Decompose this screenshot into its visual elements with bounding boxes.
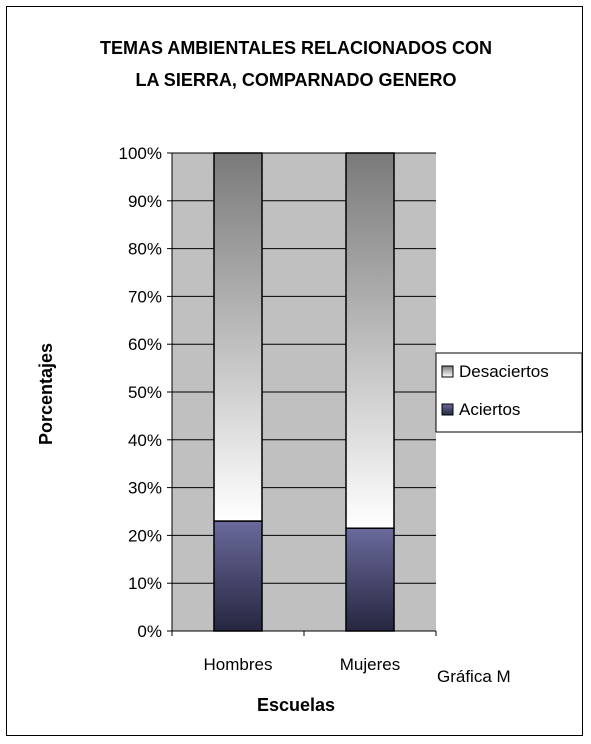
bar-desaciertos-mujeres xyxy=(345,152,395,529)
x-axis-ticks: Hombres Mujeres xyxy=(171,631,437,674)
y-tick-label: 90% xyxy=(128,192,162,211)
y-tick-label: 50% xyxy=(128,383,162,402)
x-tick-label: Hombres xyxy=(204,655,273,674)
y-tick-label: 30% xyxy=(128,479,162,498)
bar-aciertos-hombres xyxy=(213,520,263,632)
chart-title-line-1: TEMAS AMBIENTALES RELACIONADOS CON xyxy=(100,38,492,58)
legend-swatch-desaciertos xyxy=(441,365,454,378)
legend-box xyxy=(435,352,583,433)
legend-label-desaciertos: Desaciertos xyxy=(459,362,549,381)
legend: Desaciertos Aciertos xyxy=(435,352,583,433)
x-axis-title: Escuelas xyxy=(257,695,335,715)
bars xyxy=(213,152,395,632)
bar-aciertos-mujeres xyxy=(345,527,395,632)
y-tick-label: 10% xyxy=(128,574,162,593)
y-tick-label: 100% xyxy=(119,144,162,163)
y-tick-label: 60% xyxy=(128,335,162,354)
y-tick-label: 40% xyxy=(128,431,162,450)
chart-title-line-2: LA SIERRA, COMPARNADO GENERO xyxy=(135,70,456,90)
legend-swatch-aciertos xyxy=(441,403,454,416)
y-tick-label: 0% xyxy=(137,622,162,641)
y-tick-label: 20% xyxy=(128,526,162,545)
x-tick-label: Mujeres xyxy=(340,655,400,674)
y-tick-label: 80% xyxy=(128,240,162,259)
chart-note: Gráfica M xyxy=(437,667,511,686)
y-axis-ticks: 0% 10% 20% 30% 40% 50% 60% 70% 80% 90% 100% xyxy=(119,144,172,641)
y-axis-title: Porcentajes xyxy=(36,343,56,445)
bar-desaciertos-hombres xyxy=(213,152,263,522)
y-tick-label: 70% xyxy=(128,287,162,306)
legend-label-aciertos: Aciertos xyxy=(459,400,520,419)
